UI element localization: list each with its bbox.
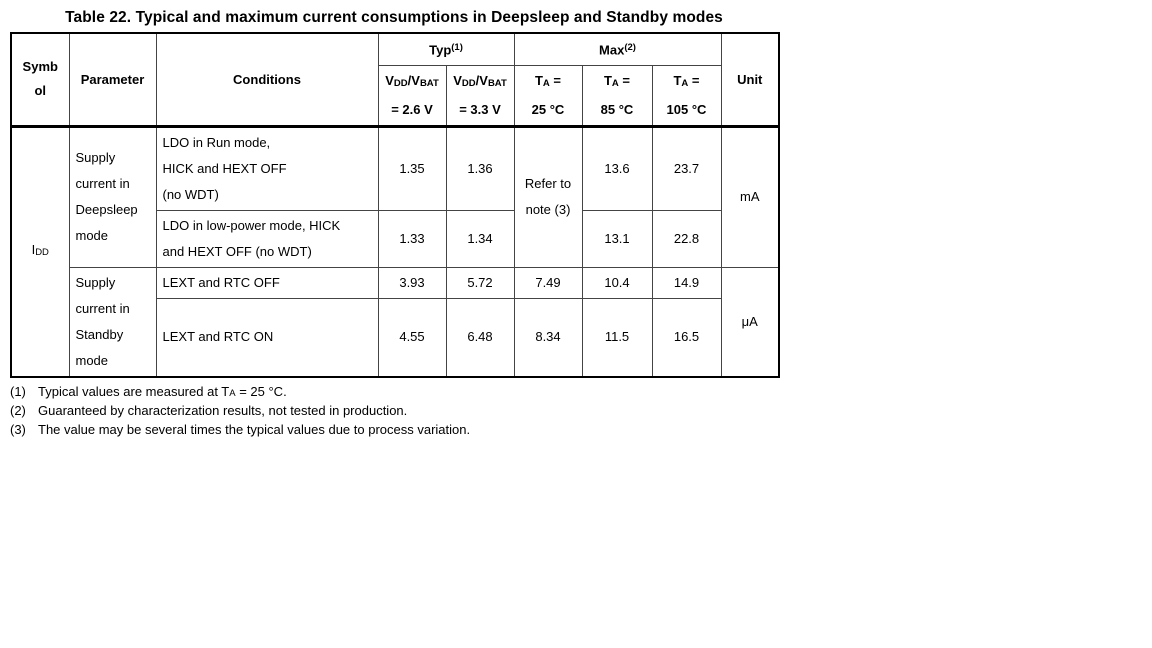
col-header-vdd-3v3: VDD/VBAT = 3.3 V [445,64,515,127]
max-25-value: 7.49 [513,266,583,299]
footnote-text: Typical values are measured at TA = 25 °… [38,383,287,399]
col-header-unit: Unit [720,32,780,127]
col-header-vdd-2v6: VDD/VBAT = 2.6 V [377,64,447,127]
footnote-text: The value may be several times the typic… [38,421,471,437]
typ-footnote-ref: (1) [451,41,463,53]
table-row: LDO in low-power mode, HICK and HEXT OFF … [11,209,779,268]
document-page: Table 22. Typical and maximum current co… [0,9,1152,648]
max-label: Max [599,42,625,57]
col-group-typ: Typ(1) [377,32,515,66]
header-row-2: VDD/VBAT = 2.6 V VDD/VBAT = 3.3 V TA = 2… [11,64,779,127]
col-header-conditions: Conditions [155,32,379,127]
conditions-cell-lext-on: LEXT and RTC ON [155,297,379,378]
typ-3v3-value: 1.34 [445,209,515,268]
col-group-max: Max(2) [513,32,722,66]
col-header-ta-85: TA = 85 °C [581,64,653,127]
footnote-number: (3) [10,421,26,437]
col-header-ta-105: TA = 105 °C [651,64,722,127]
table-row: IDD Supply current in Deepsleep mode LDO… [10,124,780,377]
typ-label: Typ [429,42,452,57]
max-85-value: 10.4 [581,266,653,299]
conditions-cell-ldo-lowpower: LDO in low-power mode, HICK and HEXT OFF … [155,209,379,268]
footnote-2: (2) Guaranteed by characterization resul… [10,402,1152,421]
table-row: Supply current in Standby mode LEXT and … [11,266,780,377]
unit-cell-deepsleep: mA [720,124,780,268]
footnote-number: (2) [10,402,26,418]
typ-3v3-value: 1.36 [445,124,515,211]
col-header-ta-25: TA = 25 °C [513,64,583,127]
footnotes: (1) Typical values are measured at TA = … [10,383,1152,441]
parameter-cell-deepsleep: Supply current in Deepsleep mode [68,124,157,268]
parameter-cell-standby: Supply current in Standby mode [68,266,157,377]
max-25-value: 8.34 [513,297,583,378]
table-row: LEXT and RTC ON 4.55 6.48 8.34 11.5 16.5 [11,297,779,378]
conditions-cell-lext-off: LEXT and RTC OFF [155,266,379,299]
conditions-cell-ldo-run: LDO in Run mode, HICK and HEXT OFF (no WDT… [155,124,379,211]
unit-cell-standby: μA [720,266,780,377]
symbol-cell-idd: IDD [10,124,70,377]
col-header-parameter: Parameter [68,32,157,127]
footnote-1: (1) Typical values are measured at TA = … [10,383,1152,402]
footnote-3: (3) The value may be several times the t… [10,421,1152,440]
col-header-symbol: Symb ol [10,32,70,127]
typ-3v3-value: 5.72 [445,266,515,299]
max-105-value: 23.7 [651,124,722,211]
typ-3v3-value: 6.48 [445,297,515,378]
footnote-text: Guaranteed by characterization results, … [38,402,408,418]
max-105-value: 16.5 [651,297,722,378]
max-105-value: 14.9 [651,266,722,299]
typ-2v6-value: 1.35 [377,124,447,211]
max-25-note-cell: Refer to note (3) [513,124,583,268]
current-consumption-table: Symb ol Parameter Conditions Typ(1) Max(2… [10,32,780,378]
typ-2v6-value: 1.33 [377,209,447,268]
typ-2v6-value: 4.55 [377,297,447,378]
max-footnote-ref: (2) [624,41,636,53]
table-title: Table 22. Typical and maximum current co… [65,9,723,26]
header-row-1: Symb ol Parameter Conditions Typ(1) Max(2… [10,32,780,127]
max-105-value: 22.8 [651,209,722,268]
footnote-number: (1) [10,383,26,399]
typ-2v6-value: 3.93 [377,266,447,299]
max-85-value: 13.1 [581,209,653,268]
max-85-value: 13.6 [581,124,653,211]
max-85-value: 11.5 [581,297,653,378]
